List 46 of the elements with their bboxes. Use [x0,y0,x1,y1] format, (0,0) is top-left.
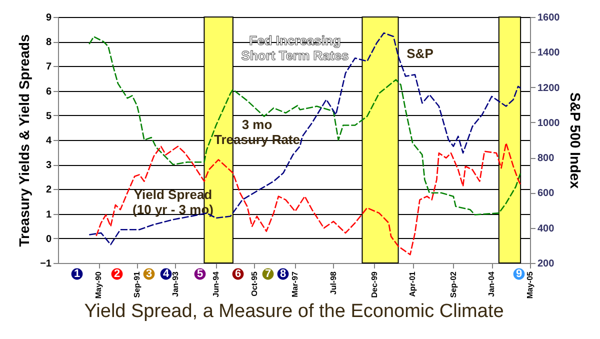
line-series [88,32,522,246]
text: 1 [74,268,80,280]
y2-tick-label: 800 [538,153,555,164]
y-tick-label: −1 [40,258,52,270]
y-tick-label: 7 [46,62,52,73]
y-tick-label: 9 [46,12,52,24]
x-tick-label: Jan-93 [170,270,180,297]
text: 2 [114,268,120,280]
x-tick-label: May-90 [94,270,104,299]
text: 9 [516,268,522,280]
y2-tick-label: 1200 [538,82,560,94]
x-tick-label: Dec-99 [370,270,379,298]
series-label: S&P [406,46,434,61]
y-tick-label: 2 [46,184,52,196]
y2-tick-label: 600 [538,188,555,200]
y-tick-label: 1 [46,209,52,220]
text: 4 [162,268,170,280]
x-tick-label: Oct-95 [250,270,259,296]
y-axis-title: Treasury Yields & Yield Spreads [16,34,32,247]
x-tick-label: Mar-97 [290,270,300,298]
text: 5 [196,268,204,280]
y2-axis-title: S&P 500 Index [568,92,584,189]
line-series [88,36,522,216]
y2-tick-label: 200 [538,258,555,270]
y-tick-label: 0 [46,234,52,245]
x-tick-label: Jan-04 [487,270,496,297]
x-tick-label: Jul-98 [328,270,338,295]
x-tick-label: Sep-02 [448,270,458,298]
y-tick-label: 4 [46,136,52,146]
text: 8 [280,268,286,280]
y-tick-label: 3 [46,160,52,172]
x-tick-label: May-05 [526,270,534,299]
y2-tick-label: 1400 [538,48,560,59]
text: 6 [234,268,242,280]
text: 7 [264,268,272,280]
y-tick-label: 8 [46,37,52,48]
y2-tick-label: 1000 [538,118,560,129]
x-tick-label: Jun-94 [212,270,221,298]
y2-tick-label: 1600 [538,12,560,24]
y2-tick-label: 400 [538,223,555,234]
x-tick-label: Apr-01 [408,270,418,297]
x-tick-label: Sep-91 [132,270,142,298]
text: Yield Spread, a Measure of the Economic Climate [84,301,504,322]
y-tick-label: 6 [46,86,52,98]
y-tick-label: 5 [46,110,52,122]
text: 3 [146,268,152,280]
